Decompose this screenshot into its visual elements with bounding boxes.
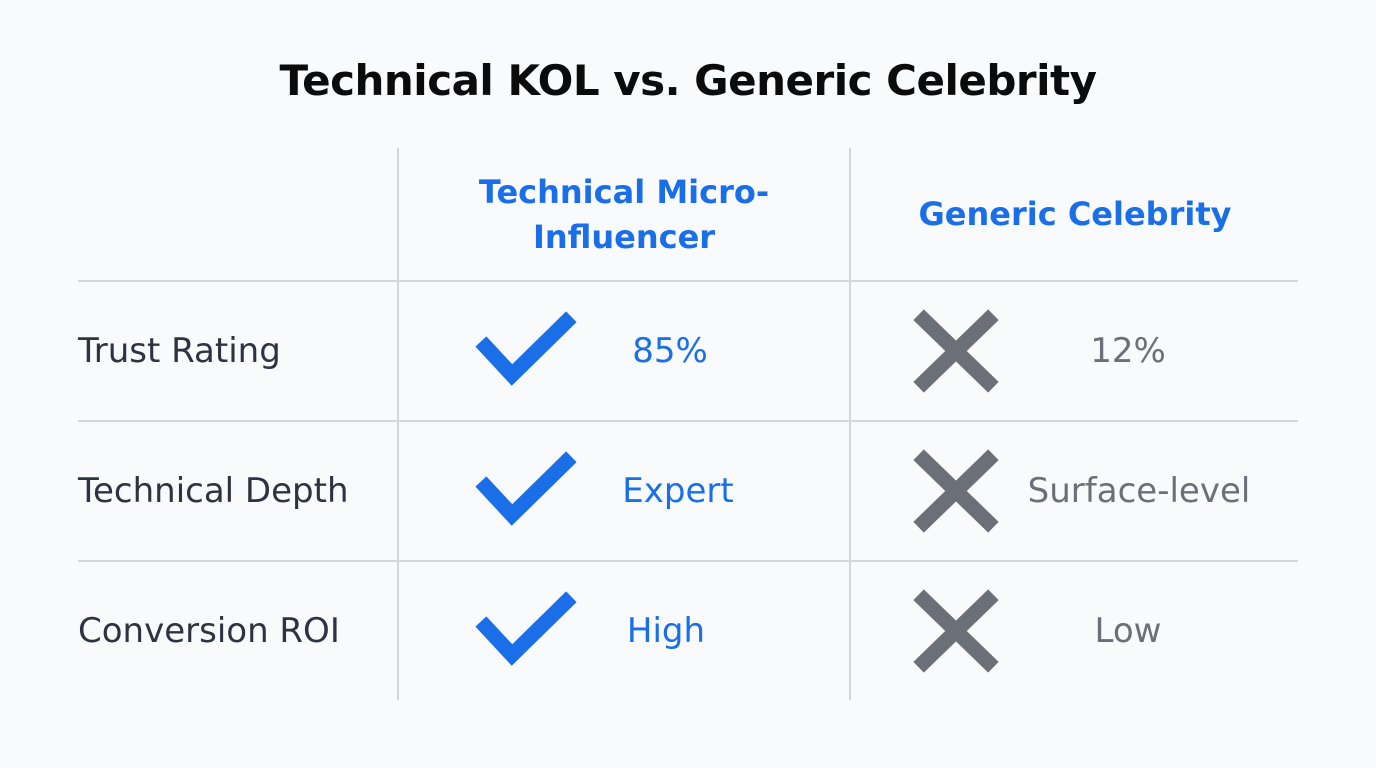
row-label: Technical Depth: [78, 471, 349, 511]
grid: [78, 148, 1298, 700]
celebrity-value: 12%: [1090, 331, 1166, 371]
check-icon: [475, 311, 577, 386]
cross-icon: [913, 589, 999, 673]
cross-icons: [913, 309, 999, 673]
title: Technical KOL vs. Generic Celebrity: [279, 56, 1097, 105]
row-label: Conversion ROI: [78, 611, 340, 651]
cross-icon: [913, 309, 999, 393]
micro-value: 85%: [632, 331, 708, 371]
celebrity-value: Low: [1094, 611, 1162, 651]
cross-icon: [913, 449, 999, 533]
check-icon: [475, 591, 577, 666]
micro-value: High: [626, 611, 706, 651]
micro-value: Expert: [622, 471, 734, 511]
check-icon: [475, 451, 577, 526]
row-label: Trust Rating: [78, 331, 281, 371]
column-header: Generic Celebrity: [918, 195, 1232, 233]
column-header: Technical Micro-Influencer: [478, 173, 770, 256]
celebrity-value: Surface-level: [1027, 471, 1251, 511]
check-icons: [475, 311, 577, 666]
